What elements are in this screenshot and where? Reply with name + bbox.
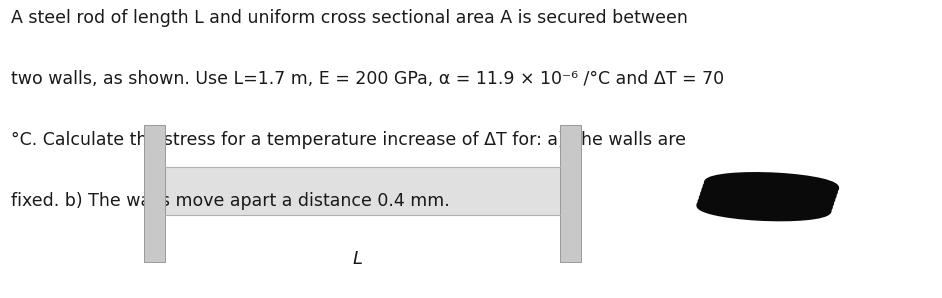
Text: °C. Calculate the stress for a temperature increase of ΔT for: a) The walls are: °C. Calculate the stress for a temperatu… xyxy=(11,131,687,149)
Text: L: L xyxy=(353,250,363,268)
Bar xyxy=(560,125,581,262)
Bar xyxy=(165,167,560,215)
Bar xyxy=(144,125,165,262)
Text: fixed. b) The walls move apart a distance 0.4 mm.: fixed. b) The walls move apart a distanc… xyxy=(11,192,450,210)
Text: two walls, as shown. Use L=1.7 m, E = 200 GPa, α = 11.9 × 10⁻⁶ /°C and ΔT = 70: two walls, as shown. Use L=1.7 m, E = 20… xyxy=(11,70,724,88)
Text: A steel rod of length L and uniform cross sectional area A is secured between: A steel rod of length L and uniform cros… xyxy=(11,9,689,27)
